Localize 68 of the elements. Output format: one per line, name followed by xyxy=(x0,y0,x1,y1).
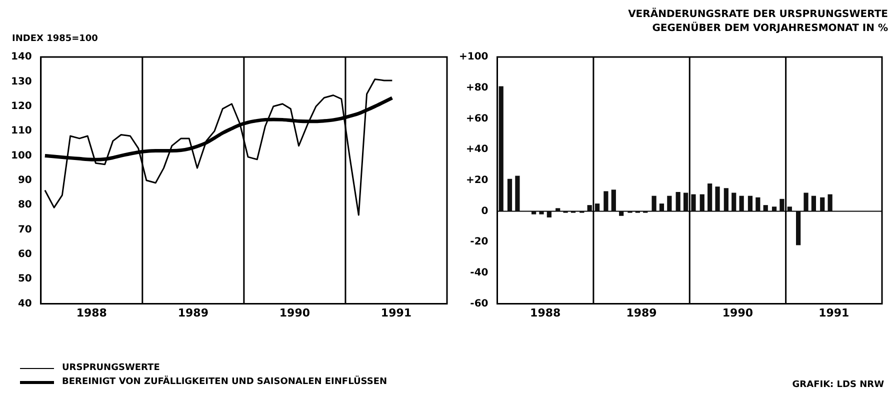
bar xyxy=(498,86,504,212)
y-tick-label: 0 xyxy=(481,206,488,217)
y-tick-label: +80 xyxy=(466,82,488,94)
bar xyxy=(708,183,712,212)
bar xyxy=(796,211,801,246)
bar xyxy=(828,194,832,212)
y-tick-label: 50 xyxy=(18,274,32,285)
y-tick-label: 130 xyxy=(11,76,32,88)
x-tick-label: 1988 xyxy=(530,306,561,320)
y-tick-label: +20 xyxy=(466,174,488,186)
y-axis-title: INDEX 1985=100 xyxy=(12,34,98,44)
y-tick-label: -20 xyxy=(470,236,488,248)
bar xyxy=(594,204,600,212)
bar xyxy=(820,197,825,212)
bar xyxy=(787,206,792,212)
x-tick-label: 1989 xyxy=(626,306,657,320)
bar xyxy=(763,205,768,212)
x-tick-label: 1990 xyxy=(279,306,310,320)
bar xyxy=(700,194,704,212)
bar xyxy=(739,196,744,212)
bar xyxy=(811,196,816,212)
bar xyxy=(507,178,512,212)
bar xyxy=(531,211,536,214)
bar xyxy=(556,208,560,212)
bar xyxy=(546,211,552,218)
y-tick-label: 70 xyxy=(18,224,32,236)
x-tick-label: 1989 xyxy=(178,306,208,320)
bar xyxy=(804,192,808,212)
bar xyxy=(691,194,696,212)
legend-label: URSPRUNGSWERTE xyxy=(62,363,160,373)
bar xyxy=(667,196,672,212)
bar xyxy=(659,204,664,212)
legend-label: BEREINIGT VON ZUFÄLLIGKEITEN UND SAISONALEN EINFLÜSSEN xyxy=(62,377,388,387)
bar xyxy=(539,211,544,214)
bar xyxy=(756,197,760,212)
bar xyxy=(652,196,656,212)
text: GRAFIK: LDS NRW xyxy=(792,380,884,390)
y-tick-label: 80 xyxy=(18,200,32,211)
bar xyxy=(683,192,688,212)
x-tick-label: 1991 xyxy=(380,306,412,320)
x-tick-label: 1990 xyxy=(722,306,754,320)
bar xyxy=(611,190,616,212)
bar xyxy=(780,198,784,212)
x-tick-label: 1991 xyxy=(818,306,850,320)
bar xyxy=(587,205,592,212)
bar xyxy=(515,176,520,212)
y-tick-label: 140 xyxy=(11,52,32,63)
bar xyxy=(748,196,753,212)
chart-title: VERÄNDERUNGSRATE DER URSPRUNGSWERTE GEGENÜBER DEM VORJAHRESMONAT IN % xyxy=(627,8,888,36)
y-tick-label: 110 xyxy=(11,126,32,137)
y-tick-label: 40 xyxy=(18,298,32,310)
bar xyxy=(604,191,608,212)
bar xyxy=(772,206,777,212)
y-tick-label: +100 xyxy=(458,52,488,63)
y-tick-label: -60 xyxy=(470,298,488,310)
y-tick-label: 120 xyxy=(11,100,32,112)
y-tick-label: 90 xyxy=(18,174,32,186)
y-tick-label: +60 xyxy=(466,113,488,124)
y-tick-label: +40 xyxy=(466,144,488,156)
y-tick-label: 60 xyxy=(18,249,32,260)
y-tick-label: 100 xyxy=(11,150,32,162)
y-tick-label: -40 xyxy=(470,268,488,279)
bar xyxy=(676,192,680,212)
bar xyxy=(732,192,736,212)
x-tick-label: 1988 xyxy=(76,306,107,320)
bar xyxy=(724,188,728,212)
bar xyxy=(619,211,624,216)
bar xyxy=(715,186,720,212)
